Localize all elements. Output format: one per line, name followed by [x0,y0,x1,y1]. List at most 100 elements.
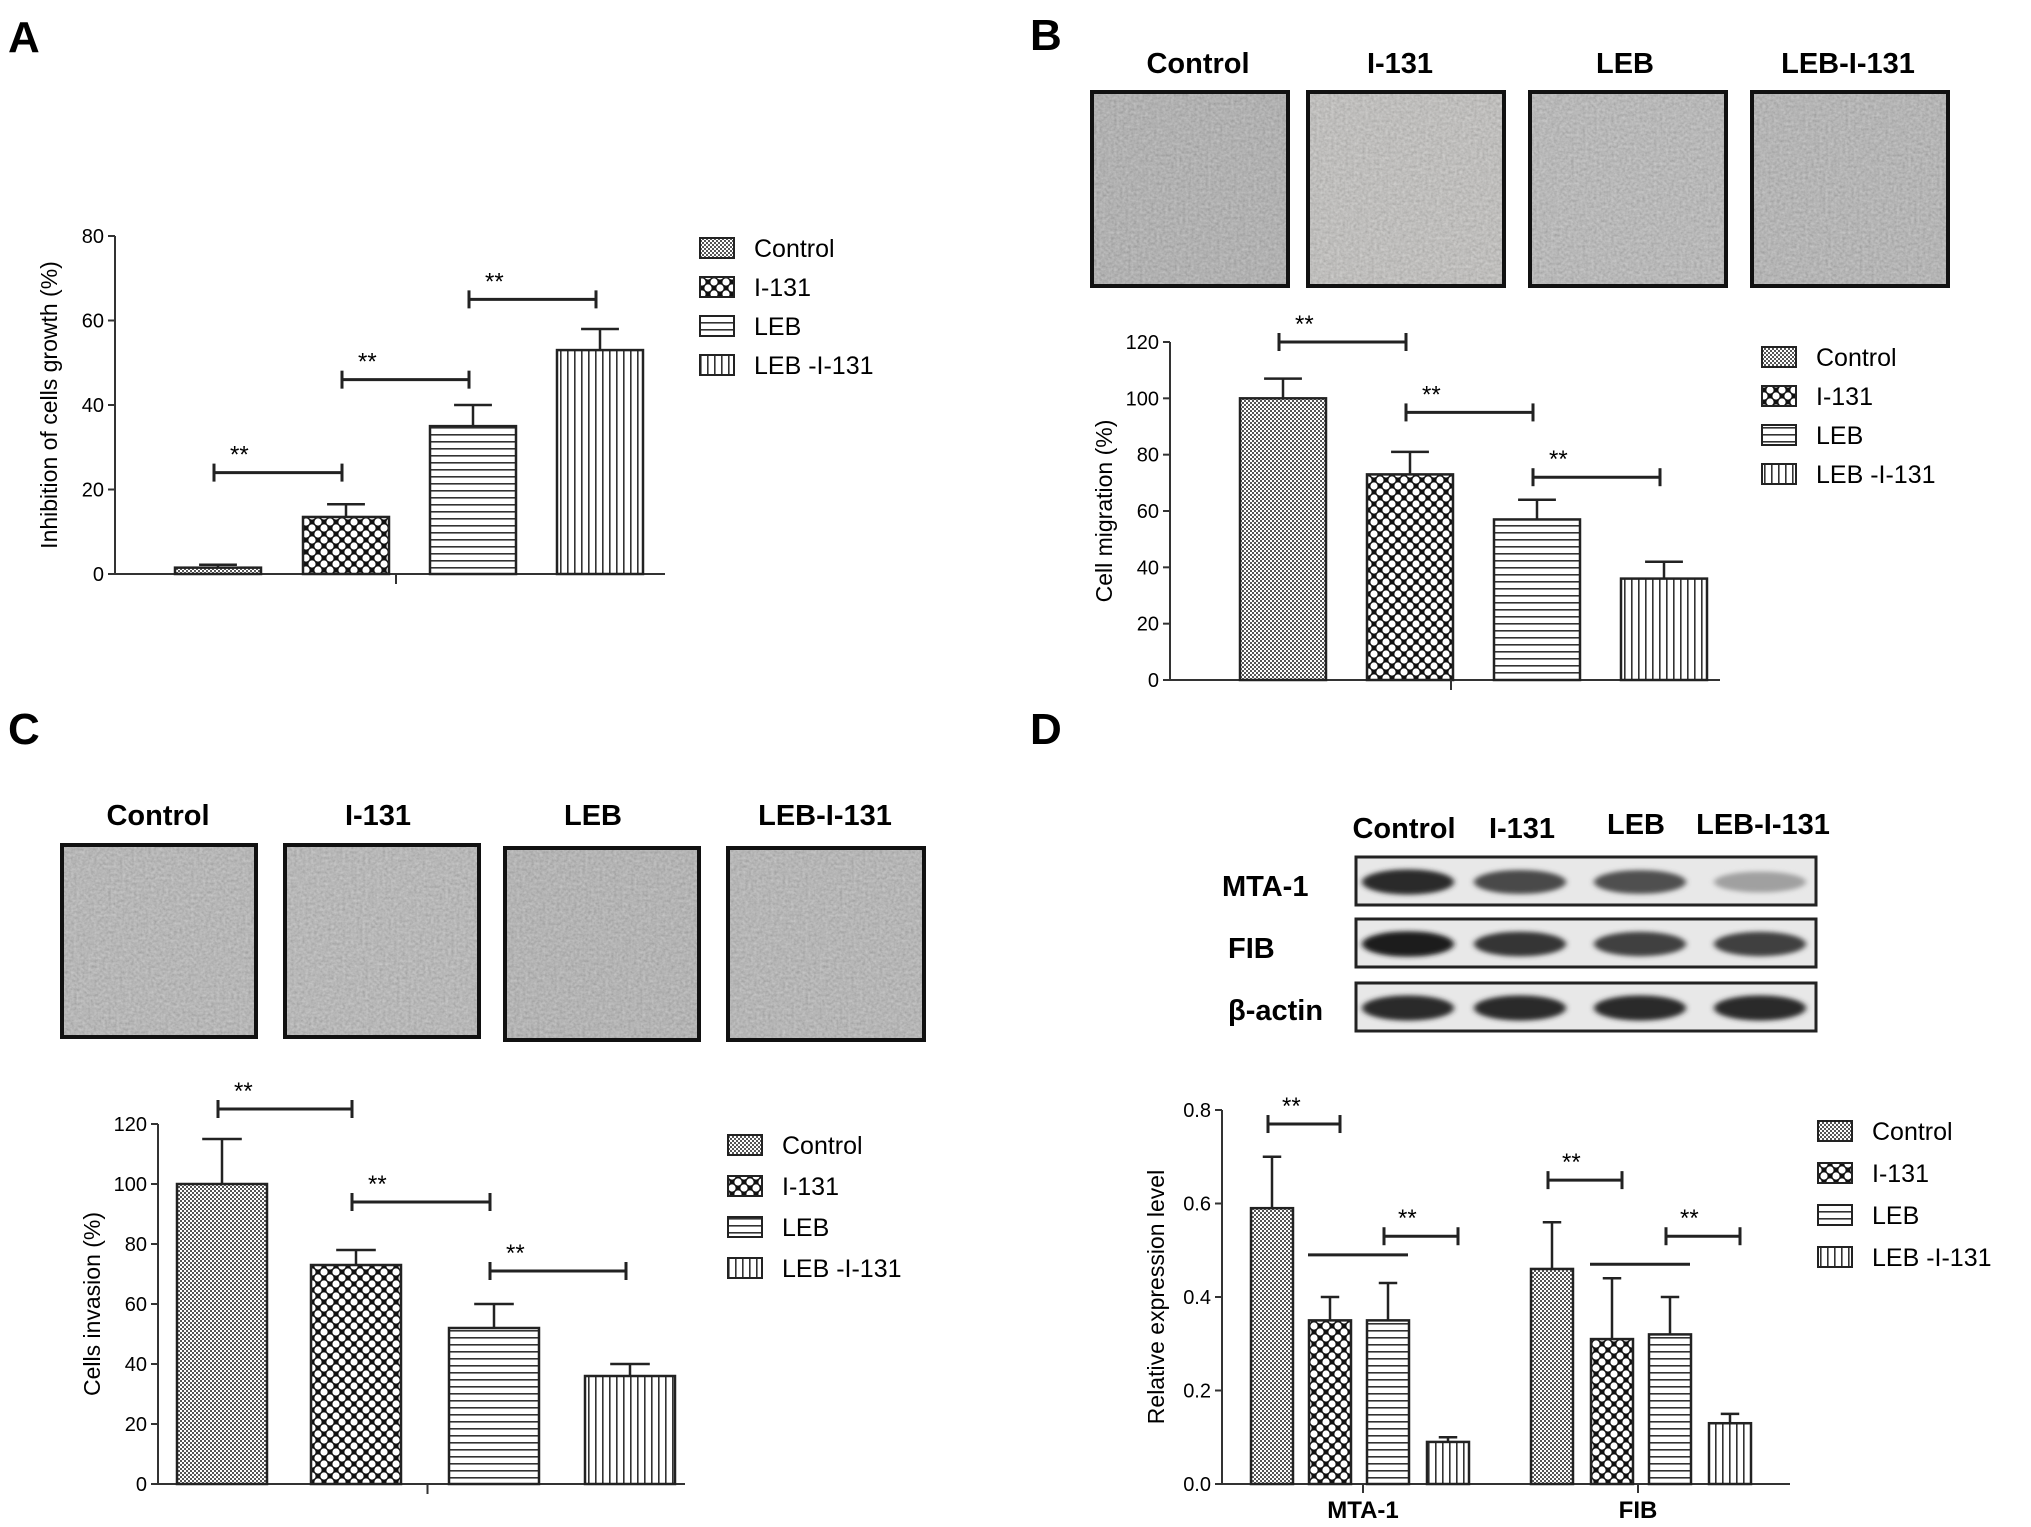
panel-letter-d: D [1030,705,1062,754]
significance-label: ** [234,1078,253,1105]
western-blot: Control I-131 LEB LEB-I-131 MTA-1 FIB β-… [1222,809,1830,1033]
blot-lane-label-leb: LEB [1607,809,1665,841]
significance-label: ** [1549,446,1568,473]
legend-label-control: Control [1872,1118,1953,1146]
legend-swatch-leb [699,315,735,337]
legend-label-control: Control [1816,344,1897,372]
legend-swatch-leb-i131 [1817,1246,1853,1268]
y-axis-label: Relative expression level [1143,1170,1169,1424]
y-tick-label: 0.4 [1183,1287,1211,1309]
legend-swatch-control [1817,1120,1853,1142]
y-tick-label: 120 [114,1114,147,1136]
micrograph-label-leb-i131: LEB-I-131 [758,800,892,832]
chart-c-cell-invasion: 0 20 40 60 80 100 120 Cells invasion (%) ** ** ** C… [79,1078,902,1496]
bar-control [175,1182,269,1486]
legend-label-leb: LEB [754,313,801,341]
y-tick-label: 80 [125,1234,147,1256]
bar-leb-i131-fib [1707,1421,1753,1486]
y-tick-label: 100 [1126,388,1159,410]
legend-label-i131: I-131 [754,274,811,302]
legend-label-leb-i131: LEB -I-131 [1816,461,1936,489]
blot-lane-label-control: Control [1352,813,1455,845]
legend-label-control: Control [754,235,835,263]
y-tick-label: 0 [93,564,104,586]
blot-band [1362,931,1454,957]
legend-swatch-leb-i131 [699,354,735,376]
bar-i131 [309,1263,403,1486]
significance-label: ** [1562,1149,1581,1176]
micrograph-label-leb: LEB [1596,48,1654,80]
blot-band [1594,995,1686,1021]
micrograph-label-i131: I-131 [1367,48,1433,80]
panel-c-micrographs: Control I-131 LEB LEB-I-131 [60,800,926,1042]
bar-leb-mta1 [1365,1319,1411,1486]
micrograph-c-i131 [283,843,481,1039]
bar-control-fib [1529,1267,1575,1486]
legend: Control I-131 LEB LEB -I-131 [727,1132,902,1283]
y-tick-label: 0.0 [1183,1474,1211,1496]
y-tick-label: 40 [1137,557,1159,579]
panel-b-micrographs: Control I-131 LEB LEB-I-131 [1090,48,1950,288]
micrograph-label-leb: LEB [564,800,622,832]
legend-swatch-control [699,237,735,259]
bar-leb-i131 [1619,577,1709,682]
blot-strip-mta1 [1354,855,1818,907]
bar-control [173,566,263,576]
bar-i131 [301,515,391,576]
blot-strip-fib [1354,917,1818,969]
bar-leb-fib [1647,1333,1693,1486]
significance-label: ** [1680,1205,1699,1232]
micrograph-c-control [60,843,258,1039]
significance-label: ** [368,1171,387,1198]
bar-leb-i131-mta1 [1425,1440,1471,1486]
bar-control [1238,397,1328,682]
significance-label: ** [1422,381,1441,408]
blot-band [1474,870,1566,894]
micrograph-c-leb [503,846,701,1042]
significance-label: ** [1282,1093,1301,1120]
y-tick-label: 40 [125,1354,147,1376]
x-category-label: MTA-1 [1327,1497,1399,1524]
micrograph-label-i131: I-131 [345,800,411,832]
y-axis-label: Cell migration (%) [1091,420,1117,603]
bar-leb [447,1326,541,1486]
significance-label: ** [1295,311,1314,338]
y-tick-label: 20 [82,480,104,502]
micrograph-b-leb-i131 [1750,90,1950,288]
legend-label-leb: LEB [1816,422,1863,450]
bar-i131 [1365,473,1455,682]
panel-letter-a: A [8,13,40,62]
y-axis-label: Cells invasion (%) [79,1212,105,1396]
blot-band [1714,931,1806,957]
blot-band [1362,869,1454,895]
legend-label-i131: I-131 [1816,383,1873,411]
y-tick-label: 0.6 [1183,1194,1211,1216]
legend-label-i131: I-131 [782,1173,839,1201]
legend-swatch-i131 [1817,1162,1853,1184]
y-tick-label: 40 [82,395,104,417]
micrograph-label-control: Control [106,800,209,832]
micrograph-b-i131 [1306,90,1506,288]
blot-band [1474,931,1566,957]
significance-label: ** [485,268,504,295]
y-tick-label: 0.2 [1183,1381,1211,1403]
legend-swatch-i131 [1761,385,1797,407]
legend-swatch-i131 [727,1175,763,1197]
y-tick-label: 0.8 [1183,1100,1211,1122]
legend-label-i131: I-131 [1872,1160,1929,1188]
micrograph-label-control: Control [1146,48,1249,80]
legend-swatch-leb [1761,424,1797,446]
legend-swatch-leb-i131 [1761,463,1797,485]
significance-label: ** [230,442,249,469]
legend-label-leb: LEB [782,1214,829,1242]
bar-leb [428,424,518,576]
y-tick-label: 60 [1137,501,1159,523]
micrograph-b-leb [1528,90,1728,288]
blot-row-label-fib: FIB [1228,933,1275,965]
blot-band [1714,871,1806,893]
y-tick-label: 80 [1137,445,1159,467]
bar-i131-fib [1589,1337,1635,1486]
blot-strip-beta-actin [1354,981,1818,1033]
micrograph-label-leb-i131: LEB-I-131 [1781,48,1915,80]
